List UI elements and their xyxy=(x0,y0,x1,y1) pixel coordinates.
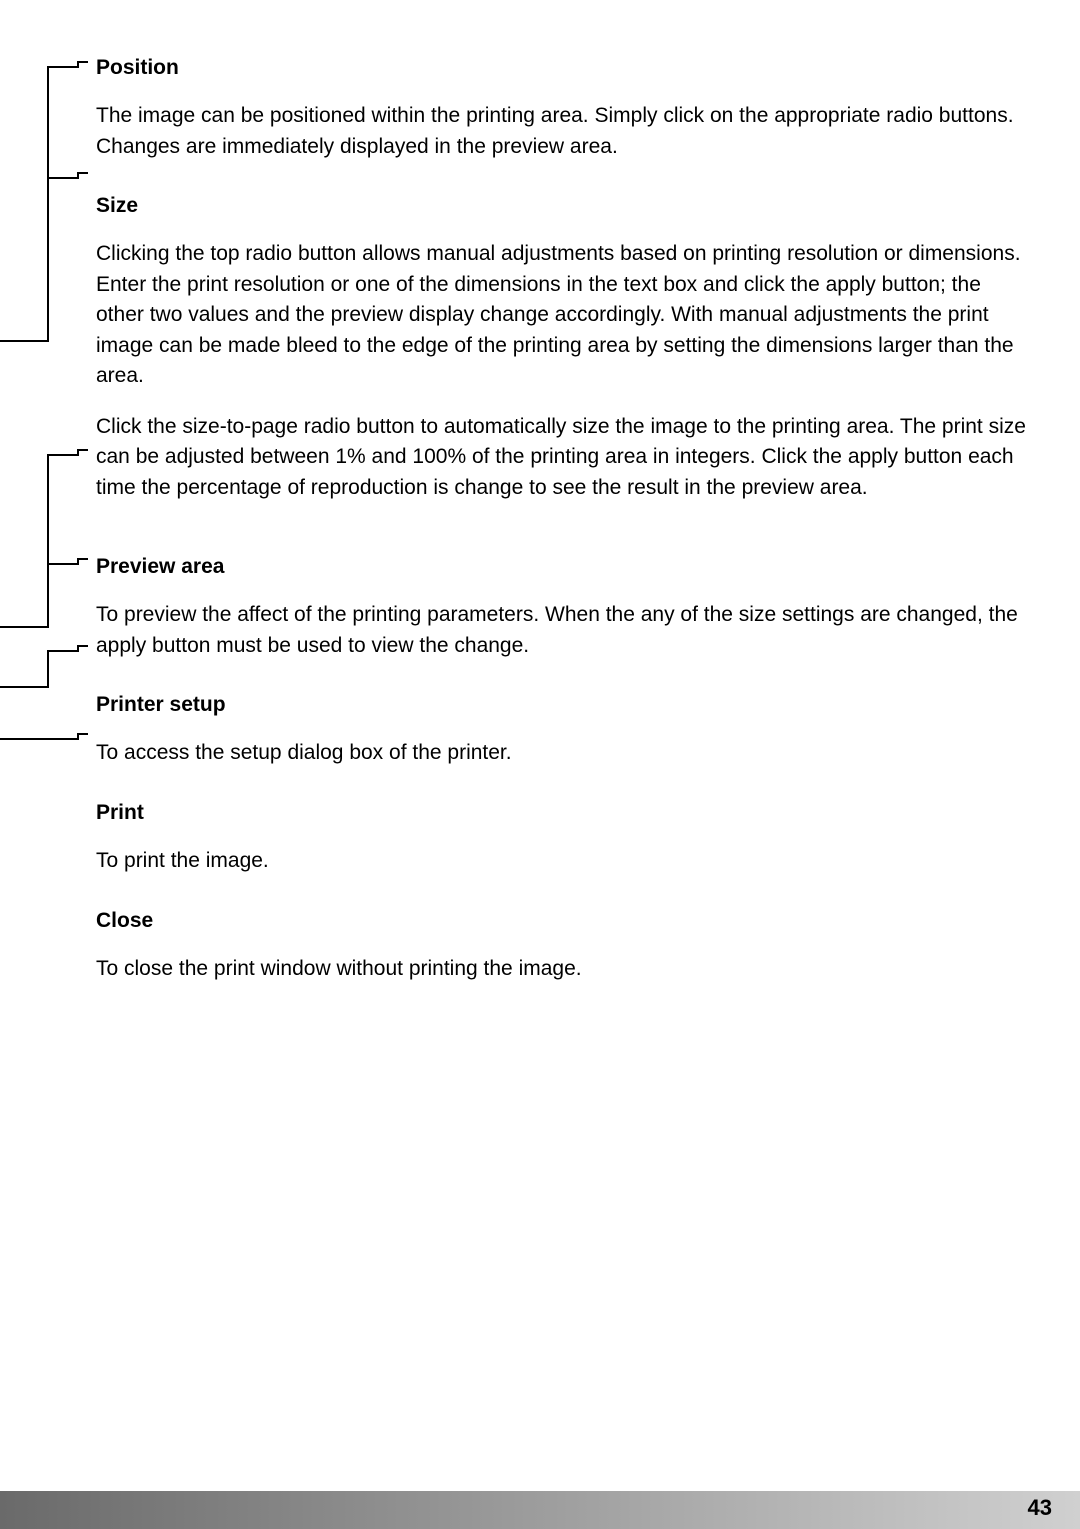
section-size: Size Clicking the top radio button allow… xyxy=(96,192,1026,503)
heading-close: Close xyxy=(96,907,1026,934)
section-printer-setup: Printer setup To access the setup dialog… xyxy=(96,691,1026,769)
section-close: Close To close the print window without … xyxy=(96,907,1026,985)
body-size-1: Click the size-to-page radio button to a… xyxy=(96,412,1026,503)
section-preview-area: Preview area To preview the affect of th… xyxy=(96,553,1026,661)
heading-print: Print xyxy=(96,799,1026,826)
section-print: Print To print the image. xyxy=(96,799,1026,877)
body-position-0: The image can be positioned within the p… xyxy=(96,101,1026,162)
footer-gradient-bar: 43 xyxy=(0,1491,1080,1529)
document-page: Position The image can be positioned wit… xyxy=(0,0,1080,1529)
body-size-0: Clicking the top radio button allows man… xyxy=(96,239,1026,391)
page-number: 43 xyxy=(1028,1495,1052,1521)
body-preview-area-0: To preview the affect of the printing pa… xyxy=(96,600,1026,661)
heading-size: Size xyxy=(96,192,1026,219)
body-close-0: To close the print window without printi… xyxy=(96,954,1026,984)
heading-preview-area: Preview area xyxy=(96,553,1026,580)
body-printer-setup-0: To access the setup dialog box of the pr… xyxy=(96,738,1026,768)
content-column: Position The image can be positioned wit… xyxy=(96,54,1026,1014)
heading-printer-setup: Printer setup xyxy=(96,691,1026,718)
body-print-0: To print the image. xyxy=(96,846,1026,876)
heading-position: Position xyxy=(96,54,1026,81)
section-position: Position The image can be positioned wit… xyxy=(96,54,1026,162)
